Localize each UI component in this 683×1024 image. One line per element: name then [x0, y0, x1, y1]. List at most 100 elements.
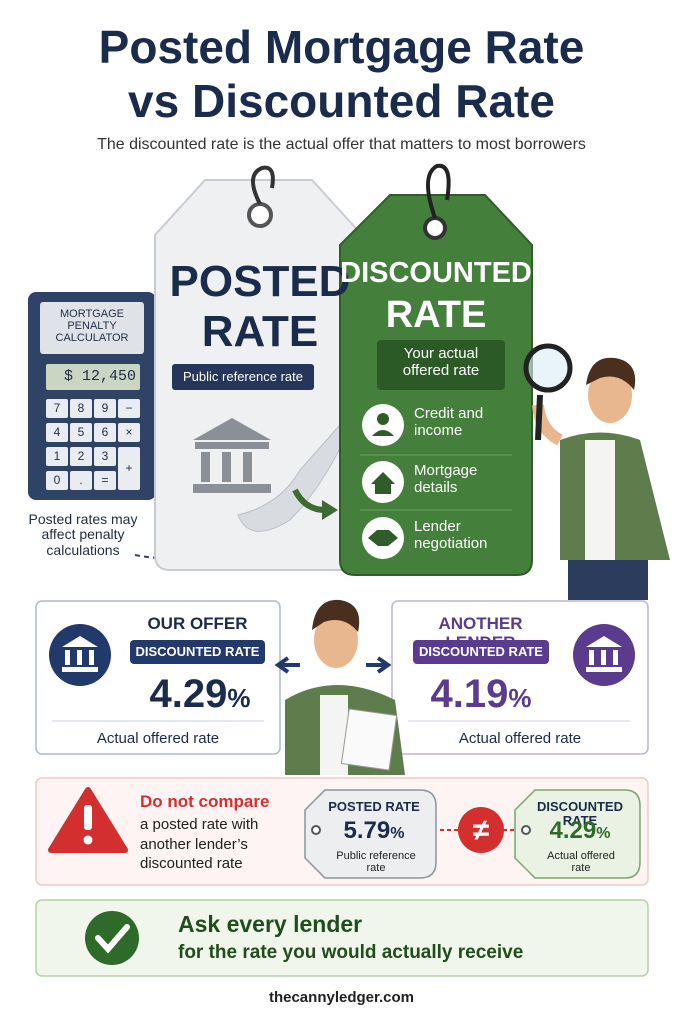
mini-tag-rate: 5.79%: [315, 817, 433, 844]
handshake-icon: [368, 530, 398, 546]
calculator-key: +: [118, 447, 140, 490]
rate-unit: %: [227, 683, 251, 713]
mini-tag-caption: Public reference rate: [336, 850, 416, 875]
shape: [340, 708, 398, 771]
posted-title: POSTED: [169, 257, 351, 306]
discounted-title: DISCOUNTED: [340, 257, 532, 289]
badge: [130, 640, 265, 664]
posted-label-box: [172, 364, 314, 390]
shape: [523, 343, 573, 393]
tag-hole: [311, 825, 321, 835]
shape: [588, 367, 632, 423]
title-line: Posted Mortgage Rate: [98, 21, 585, 73]
check-mark: [95, 924, 130, 954]
calculator-key: 5: [70, 423, 92, 442]
shape: [243, 452, 252, 482]
bank-icon: [193, 418, 271, 493]
calculator-note: Posted rates may affect penalty calculat…: [28, 511, 138, 558]
check-circle: [85, 911, 139, 965]
shape: [222, 452, 231, 482]
shape: [65, 650, 70, 665]
tag-hole: [247, 202, 273, 228]
home-icon: [371, 472, 395, 494]
mini-discounted-tag: [514, 789, 641, 879]
shape: [586, 636, 622, 647]
factor: Mortgage details: [414, 462, 478, 496]
calculator-key: 8: [70, 399, 92, 418]
offer-badge: DISCOUNTED RATE: [419, 644, 543, 659]
person-icon: [372, 430, 394, 436]
rate-value: 4.29: [149, 672, 228, 716]
shape: [201, 452, 210, 482]
right-arrow: [366, 656, 392, 674]
calculator-label: MORTGAGE PENALTY CALCULATOR: [55, 308, 129, 345]
shape: [89, 650, 94, 665]
warning-heading: Do not compare: [140, 792, 270, 811]
shape: [314, 612, 358, 668]
calculator-key: .: [70, 471, 92, 490]
mini-tag-caption: Actual offered rate: [547, 850, 615, 875]
subtitle: The discounted rate is the actual offer …: [97, 136, 586, 153]
shape: [62, 667, 98, 672]
offer-heading: OUR OFFER: [147, 614, 248, 633]
calculator-key: 9: [94, 399, 116, 418]
offer-rate: 4.19%: [381, 672, 581, 716]
discounted-label: Your actual offered rate: [402, 345, 480, 379]
calculator-key: 3: [94, 447, 116, 466]
offer-caption: Actual offered rate: [96, 730, 220, 747]
mini-posted-tag: [304, 789, 437, 879]
shape: [568, 560, 648, 600]
tag-hole: [521, 825, 531, 835]
calculator-key: 2: [70, 447, 92, 466]
offer-badge: DISCOUNTED RATE: [135, 644, 260, 659]
offer-rate: 4.29%: [100, 672, 300, 716]
rate-value: 4.19: [430, 672, 509, 716]
left-arrow: [274, 656, 300, 674]
rate-unit: %: [390, 825, 405, 842]
calculator-key: =: [94, 471, 116, 490]
mini-tag-title: DISCOUNTED RATE: [537, 799, 623, 829]
shape: [195, 442, 269, 449]
shape: [193, 418, 271, 440]
shape: [585, 440, 615, 560]
badge: [413, 640, 549, 664]
calculator-key: 6: [94, 423, 116, 442]
person-magnifier: [523, 343, 670, 600]
person-icon: [377, 413, 389, 425]
calculator-key: 4: [46, 423, 68, 442]
tag-hole: [423, 216, 447, 240]
calculator-label-panel: [40, 302, 144, 354]
rate-value: 4.29: [549, 817, 597, 844]
not-equal: ≠: [472, 814, 490, 847]
green-arrow-head: [322, 500, 338, 520]
calculator-key: 7: [46, 399, 68, 418]
green-arrow: [292, 488, 326, 513]
not-equal-circle: [458, 807, 504, 853]
bank-icon: [62, 636, 98, 672]
shape: [586, 667, 622, 672]
factor: Lender negotiation: [414, 518, 488, 552]
warning-text: a posted rate with another lender’s disc…: [140, 816, 259, 872]
posted-label: Public reference rate: [183, 369, 303, 384]
shape: [613, 650, 618, 665]
discounted-title: RATE: [385, 294, 487, 336]
discounted-label-box: [377, 340, 505, 390]
calculator-key: 1: [46, 447, 68, 466]
posted-title: RATE: [201, 307, 319, 356]
warning-icon: [83, 835, 93, 845]
bank-icon: [586, 636, 622, 672]
tip-box: [35, 899, 649, 977]
calculator-display: $ 12,450: [63, 368, 136, 385]
shape: [601, 650, 606, 665]
tip-line: for the rate you would actually receive: [178, 942, 524, 963]
shape: [62, 636, 98, 647]
footer: thecannyledger.com: [268, 989, 415, 1006]
shape: [589, 650, 594, 665]
shape: [312, 599, 360, 632]
calculator-key: ×: [118, 423, 140, 442]
shape: [77, 650, 82, 665]
mini-tag-rate: 4.29%: [520, 817, 640, 844]
title-line: vs Discounted Rate: [128, 75, 555, 127]
rate-unit: %: [596, 825, 611, 842]
